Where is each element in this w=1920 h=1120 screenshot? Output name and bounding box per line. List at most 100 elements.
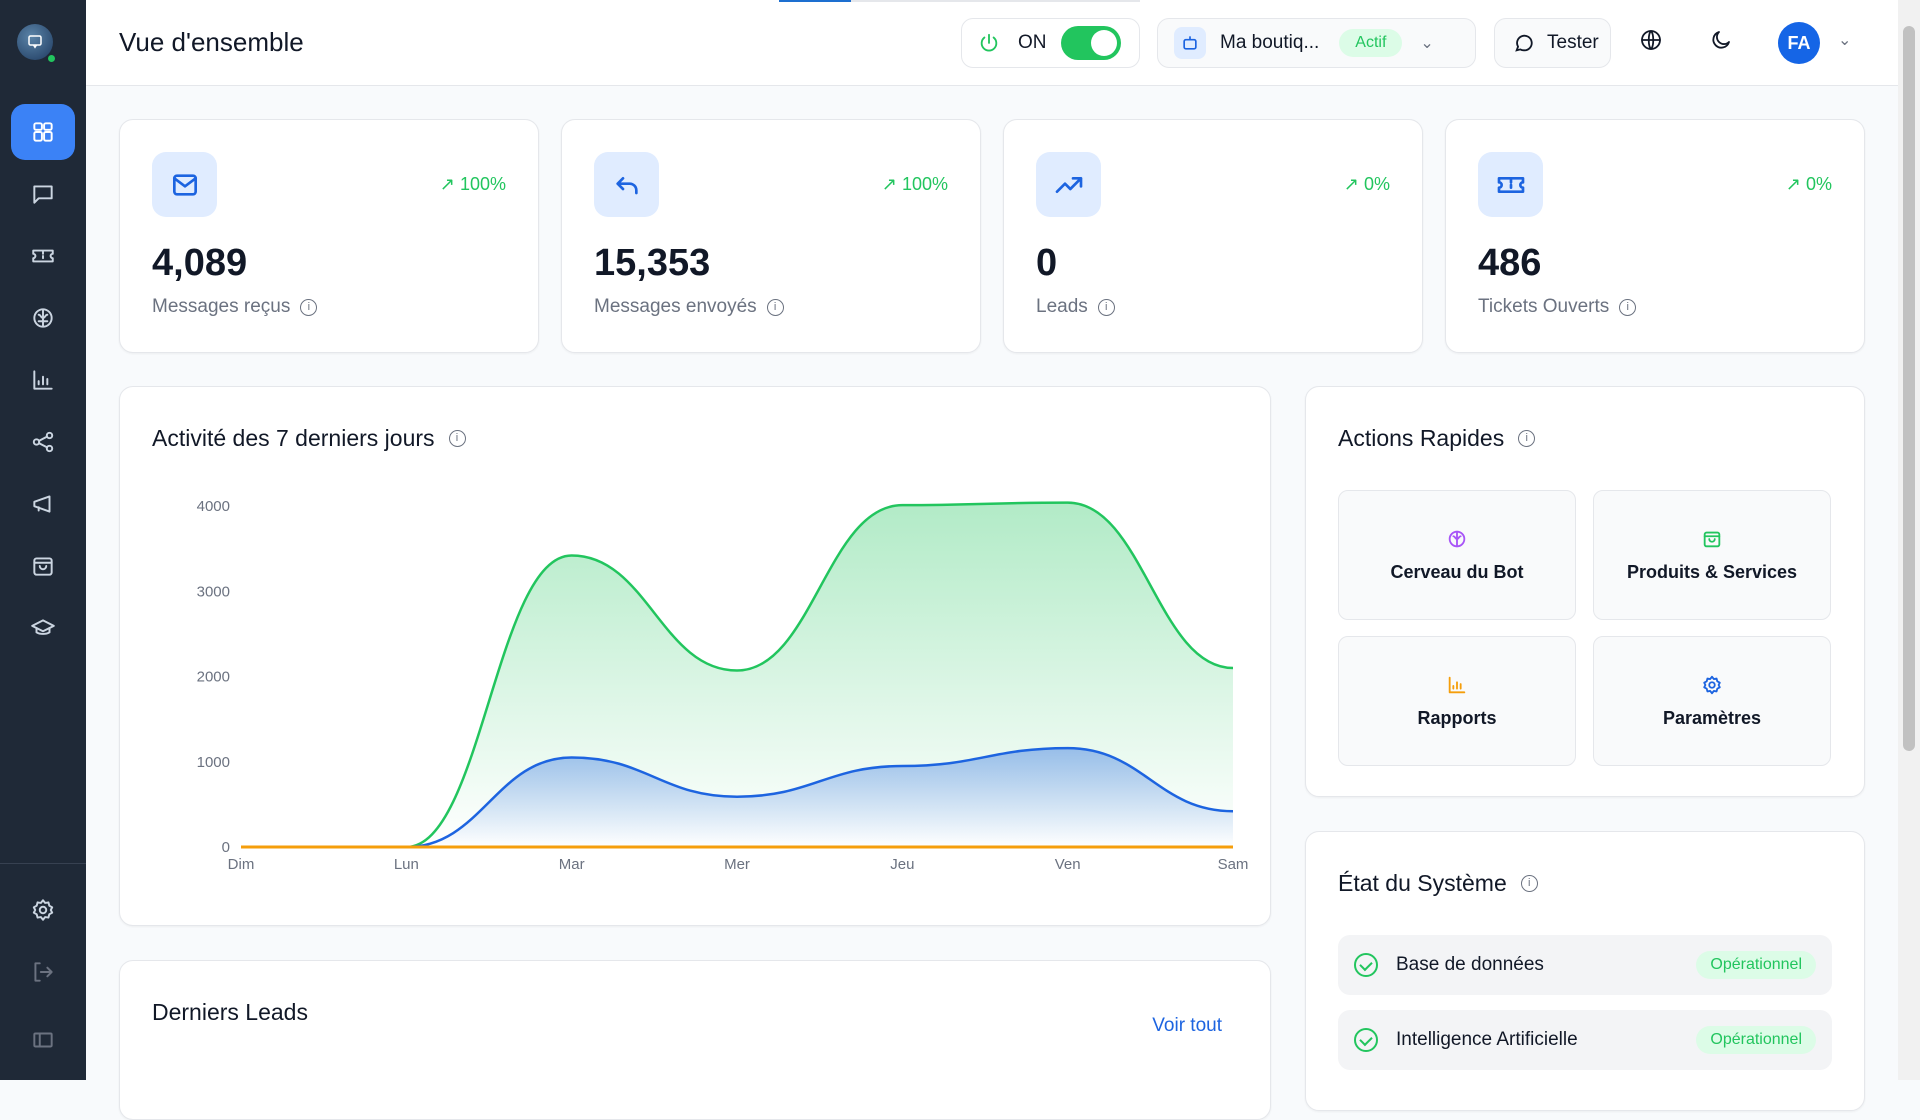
sidebar-item-integrations[interactable] [11,414,75,470]
user-avatar[interactable]: FA [1778,22,1820,64]
collapse-sidebar-button[interactable] [11,1012,75,1068]
stat-value: 15,353 [594,242,711,284]
logout-icon [34,962,53,982]
quick-action-reports[interactable]: Rapports [1338,636,1576,766]
sidebar-item-settings[interactable] [11,882,75,938]
info-icon[interactable]: i [1097,298,1115,316]
chevron-down-icon: ⌄ [1420,35,1434,52]
activity-chart-card: Activité des 7 derniers jours i 0 1000 2000… [119,386,1271,926]
dark-mode-button[interactable] [1709,28,1739,58]
quick-action-bot-brain[interactable]: Cerveau du Bot [1338,490,1576,620]
x-tick-label: Ven [1055,856,1081,873]
x-tick-label: Sam [1218,856,1249,873]
info-icon[interactable]: i [448,430,466,447]
view-all-leads-link[interactable]: Voir tout [1152,1015,1222,1036]
stat-card-messages-received: ↗ 100% 4,089 Messages reçus i [119,119,539,353]
info-icon[interactable]: i [300,298,318,316]
sidebar-item-dashboard[interactable] [11,104,75,160]
brain-icon [33,308,53,328]
quick-actions-card: Actions Rapides i Cerveau du Bot Produits… [1305,386,1865,797]
system-status-row: Base de données Opérationnel [1338,935,1832,995]
power-label: ON [1018,32,1047,53]
power-icon [980,33,998,52]
stat-card-messages-sent: ↗ 100% 15,353 Messages envoyés i [561,119,981,353]
tester-label: Tester [1547,32,1599,53]
message-square-icon [33,185,53,204]
online-status-dot [46,53,57,64]
top-bar: Vue d'ensemble ON Ma boutiq... Actif ⌄ T… [86,0,1898,86]
globe-icon [1641,30,1661,50]
activity-chart-title: Activité des 7 derniers jours i [152,425,466,452]
sidebar-item-campaigns[interactable] [11,476,75,532]
sidebar-panel-icon [33,1032,53,1048]
stat-card-leads: ↗ 0% 0 Leads i [1003,119,1423,353]
info-icon[interactable]: i [1520,875,1538,892]
stat-value: 4,089 [152,242,248,284]
check-circle-icon [1354,953,1378,977]
megaphone-icon [33,495,51,513]
bot-power-toggle[interactable] [1060,26,1121,60]
bar-chart-icon [33,370,53,390]
latest-leads-title: Derniers Leads [152,999,308,1025]
stat-label: Leads i [1036,296,1115,318]
sidebar-item-conversations[interactable] [11,166,75,222]
app-logo[interactable] [17,24,57,64]
mail-icon [152,152,217,217]
sidebar [0,0,86,1080]
reply-icon [594,152,659,217]
activity-chart: 0 1000 2000 3000 4000 Dim Lun Mar Mer Jeu Ven Sam [197,498,1249,873]
system-status-card: État du Système i Base de données Opératio… [1305,831,1865,1111]
y-tick-label: 2000 [197,669,230,686]
user-menu-chevron-icon[interactable]: ⌄ [1838,32,1852,49]
page-title: Vue d'ensemble [119,27,304,57]
sidebar-divider [0,863,86,864]
stat-label: Messages envoyés i [594,296,784,318]
scrollbar-thumb[interactable] [1903,26,1915,751]
status-badge: Opérationnel [1696,951,1816,979]
sidebar-item-training[interactable] [11,600,75,656]
tester-button[interactable]: Tester [1494,18,1611,68]
status-badge: Opérationnel [1696,1026,1816,1054]
logout-button[interactable] [11,944,75,1000]
x-tick-label: Lun [394,856,419,873]
quick-action-settings[interactable]: Paramètres [1593,636,1831,766]
info-icon[interactable]: i [1619,298,1637,316]
stat-value: 0 [1036,242,1058,284]
x-tick-label: Dim [228,856,255,873]
x-tick-label: Mer [724,856,750,873]
sidebar-item-reports[interactable] [11,352,75,408]
system-status-title: État du Système i [1338,870,1538,897]
gear-icon [32,899,54,921]
info-icon[interactable]: i [1518,430,1536,447]
series-line [240,501,1234,849]
ticket-icon [32,249,54,263]
info-icon[interactable]: i [766,298,784,316]
gear-icon [1703,675,1721,694]
trending-up-icon [1036,152,1101,217]
stat-value: 486 [1478,242,1542,284]
y-tick-label: 3000 [197,583,230,600]
dashboard-icon [33,122,53,142]
loading-progress [779,0,1140,2]
shopping-bag-icon [1703,531,1721,547]
brain-icon [1448,530,1466,547]
y-tick-label: 4000 [197,498,230,515]
bot-name: Ma boutiq... [1220,32,1320,53]
stat-label: Tickets Ouverts i [1478,296,1637,318]
latest-leads-card: Derniers Leads Voir tout [119,960,1271,1120]
ticket-icon [1478,152,1543,217]
message-circle-icon [1515,34,1533,52]
language-button[interactable] [1639,28,1669,58]
sidebar-item-tickets[interactable] [11,228,75,284]
trend-indicator: ↗ 0% [1343,174,1390,194]
quick-actions-title: Actions Rapides i [1338,425,1536,452]
sidebar-item-products[interactable] [11,538,75,594]
quick-action-products[interactable]: Produits & Services [1593,490,1831,620]
system-status-row: Intelligence Artificielle Opérationnel [1338,1010,1832,1070]
bot-icon [1174,27,1206,59]
bot-selector[interactable]: Ma boutiq... Actif ⌄ [1157,18,1476,68]
trend-indicator: ↗ 100% [881,174,948,194]
sidebar-item-bot-brain[interactable] [11,290,75,346]
page-scrollbar[interactable] [1898,0,1920,1080]
check-circle-icon [1354,1028,1378,1052]
